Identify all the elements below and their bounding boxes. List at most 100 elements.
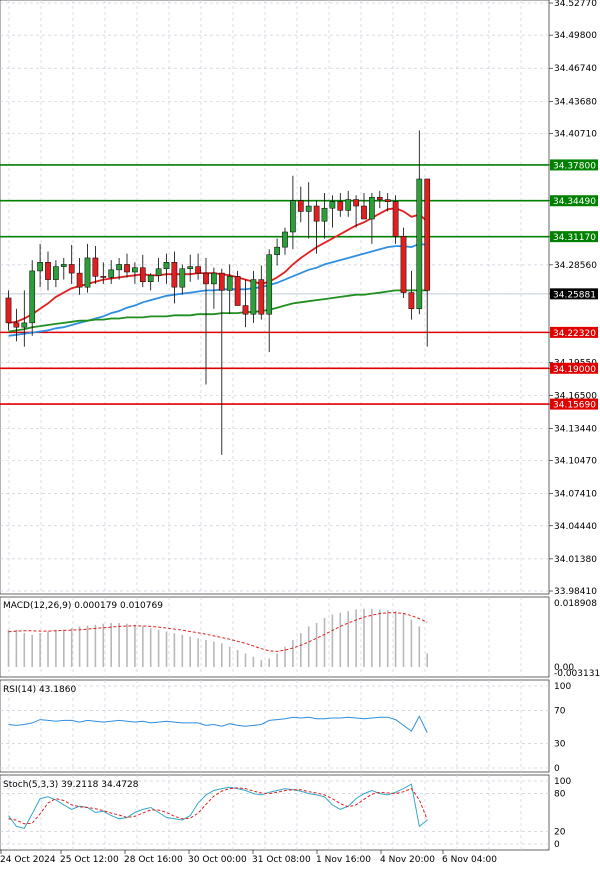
y-tick-label: 34.10470 [554,457,597,467]
bearish-candle-body [258,279,265,315]
bullish-candle-body [369,197,375,220]
bearish-candle-body [13,322,20,328]
candle [337,193,344,217]
bullish-candle-body [37,262,43,272]
bearish-candle-body [139,267,146,282]
candle [234,270,241,306]
bullish-candle-body [345,199,352,211]
resistance-price-tag [550,195,598,207]
y-tick-label: 34.13440 [554,424,597,434]
candle [226,264,233,315]
candle [211,267,217,309]
bearish-candle-body [171,262,178,288]
y-tick-label: 34.28560 [554,261,597,271]
x-tick-label: 1 Nov 16:00 [316,855,371,865]
candle [290,175,296,250]
y-tick-label: 34.07410 [554,490,597,500]
stoch-main-line [8,783,428,829]
candle [258,265,265,320]
stoch-signal-line [8,787,428,825]
bearish-candle-body [297,200,304,212]
bullish-candle-body [226,276,233,291]
bullish-candle-body [163,262,170,270]
resistance-price-label: 34.31170 [553,233,596,243]
y-tick-label: 34.40710 [554,129,597,139]
bullish-candle-body [329,201,336,209]
y-tick-label: 34.49800 [554,31,597,41]
candle [171,251,178,304]
resistance-price-label: 34.34490 [553,197,596,207]
bearish-candle-body [234,276,241,306]
current-price-tag [550,288,598,300]
candle [187,254,194,282]
x-tick-label: 25 Oct 12:00 [60,855,119,865]
support-price-label: 34.22320 [553,329,596,339]
stoch-y-tick-label: 100 [554,777,571,787]
bullish-candle-body [416,178,423,310]
bearish-candle-body [218,272,225,291]
candle [376,190,383,209]
y-tick-label: 34.16500 [554,391,597,401]
candle [163,253,170,284]
bullish-candle-body [29,270,36,324]
pane-frame-stoch [0,774,550,851]
rsi-header: RSI(14) 43.1860 [3,685,76,695]
candle [282,227,288,255]
bullish-candle-body [266,254,273,315]
bearish-candle-body [100,276,107,278]
bearish-candle-body [424,178,431,291]
bearish-candle-body [408,292,415,310]
candle [353,195,359,228]
support-price-tag [550,362,598,374]
support-price-label: 34.19000 [553,365,596,375]
bearish-candle-body [45,262,51,280]
rsi-y-tick-label: 30 [554,739,566,749]
candle [218,268,225,455]
current-price-label: 34.25881 [553,290,596,300]
candle [53,260,59,288]
x-tick-label: 6 Nov 04:00 [442,855,497,865]
stoch-y-tick-label: 0 [554,840,560,850]
candle [274,238,280,266]
candle [416,130,423,315]
candle [84,243,91,293]
candle [13,308,20,342]
pane-frame-macd [0,596,550,678]
rsi-line [8,715,428,733]
bullish-candle-body [211,272,217,285]
candle [266,249,273,353]
bearish-candle-body [392,201,399,237]
bearish-candle-body [361,205,367,220]
bullish-candle-body [60,264,67,267]
candle [305,182,312,239]
candle [369,193,375,244]
resistance-price-label: 34.37800 [553,161,596,171]
candle [60,257,67,280]
macd-header: MACD(12,26,9) 0.000179 0.010769 [3,601,163,611]
candle [408,270,415,320]
candle [297,186,304,223]
bearish-candle-body [400,236,407,293]
candle [21,290,28,347]
y-tick-label: 34.46740 [554,64,597,74]
macd-signal-line [8,612,428,652]
candle [100,262,107,284]
pane-frame-main [0,0,550,595]
bullish-candle-body [108,269,115,278]
candle [108,260,115,284]
macd-y-tick-label: 0.00 [554,663,574,673]
x-tick-label: 4 Nov 20:00 [380,855,435,865]
candle [321,193,328,239]
candle [76,257,83,295]
candle [155,257,162,282]
resistance-price-tag [550,159,598,171]
candle [384,193,391,212]
bullish-candle-body [147,275,154,282]
bullish-candle-body [274,246,280,255]
x-tick-label: 30 Oct 00:00 [188,855,247,865]
y-tick-label: 34.04440 [554,522,597,532]
macd-y-tick-label: -0.003131 [554,669,600,679]
rsi-y-tick-label: 100 [554,682,571,692]
